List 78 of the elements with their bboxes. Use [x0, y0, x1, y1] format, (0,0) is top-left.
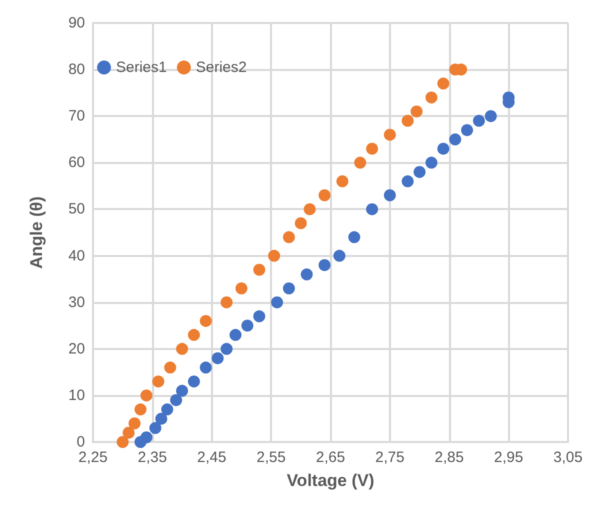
point: [220, 342, 233, 355]
legend-label: Series1: [116, 59, 167, 76]
point: [140, 389, 152, 402]
y-tick-label: 40: [68, 247, 85, 264]
point: [176, 342, 188, 355]
point: [402, 114, 414, 127]
point: [449, 133, 462, 146]
point: [461, 124, 474, 136]
x-axis-title: Voltage (V): [286, 471, 374, 490]
point: [300, 268, 313, 280]
point: [149, 422, 162, 434]
point: [212, 352, 224, 364]
y-tick-label: 80: [68, 61, 85, 78]
point: [161, 403, 174, 416]
x-tick-label: 2,95: [494, 449, 524, 466]
point: [304, 203, 316, 216]
y-tick-label: 10: [68, 386, 85, 404]
point: [354, 156, 366, 169]
x-tick-label: 2,85: [434, 449, 464, 466]
point: [366, 203, 378, 216]
point: [425, 156, 438, 169]
point: [336, 175, 348, 188]
point: [152, 375, 164, 388]
point: [348, 231, 360, 244]
y-tick-label: 60: [68, 154, 85, 172]
point: [294, 217, 307, 230]
x-tick-label: 2,55: [256, 449, 286, 466]
point: [128, 417, 141, 430]
point: [220, 296, 233, 308]
point: [170, 394, 182, 406]
point: [410, 105, 423, 118]
x-tick-label: 2,25: [78, 449, 108, 466]
point: [140, 431, 152, 444]
y-tick-label: 50: [68, 200, 85, 218]
point: [333, 250, 346, 262]
x-tick-label: 3,05: [553, 449, 583, 466]
point: [200, 362, 212, 374]
x-tick-label: 2,65: [316, 449, 346, 466]
point: [425, 91, 438, 104]
point: [437, 142, 450, 155]
x-tick-label: 2,35: [138, 449, 167, 466]
y-tick-label: 30: [68, 294, 85, 311]
point: [318, 189, 331, 202]
y-tick-label: 0: [76, 434, 85, 450]
x-tick-label: 2,45: [197, 449, 226, 466]
point: [384, 128, 396, 141]
point: [200, 314, 212, 327]
y-axis-title: Angle (θ): [27, 196, 46, 269]
y-tick-label: 70: [68, 108, 85, 125]
point: [235, 282, 248, 294]
point: [271, 296, 284, 308]
y-tick-label: 20: [68, 340, 85, 358]
point: [116, 436, 129, 448]
point: [318, 259, 331, 272]
point: [122, 426, 135, 439]
point: [437, 78, 450, 90]
point: [484, 110, 497, 122]
point: [384, 189, 396, 202]
point: [253, 264, 266, 276]
point: [188, 328, 200, 341]
point: [155, 412, 168, 425]
point: [134, 403, 146, 416]
point: [253, 310, 266, 322]
point: [164, 362, 176, 374]
point: [176, 384, 188, 397]
y-tick-label: 90: [68, 14, 85, 32]
point: [268, 250, 280, 262]
x-tick-label: 2,75: [375, 449, 404, 466]
point: [472, 114, 485, 127]
point: [414, 166, 426, 178]
point: [402, 175, 414, 188]
point: [188, 375, 200, 388]
point: [282, 282, 295, 294]
point: [366, 142, 378, 155]
legend-label: Series2: [196, 59, 247, 76]
point: [230, 328, 242, 341]
point: [241, 320, 254, 332]
point: [282, 231, 295, 244]
